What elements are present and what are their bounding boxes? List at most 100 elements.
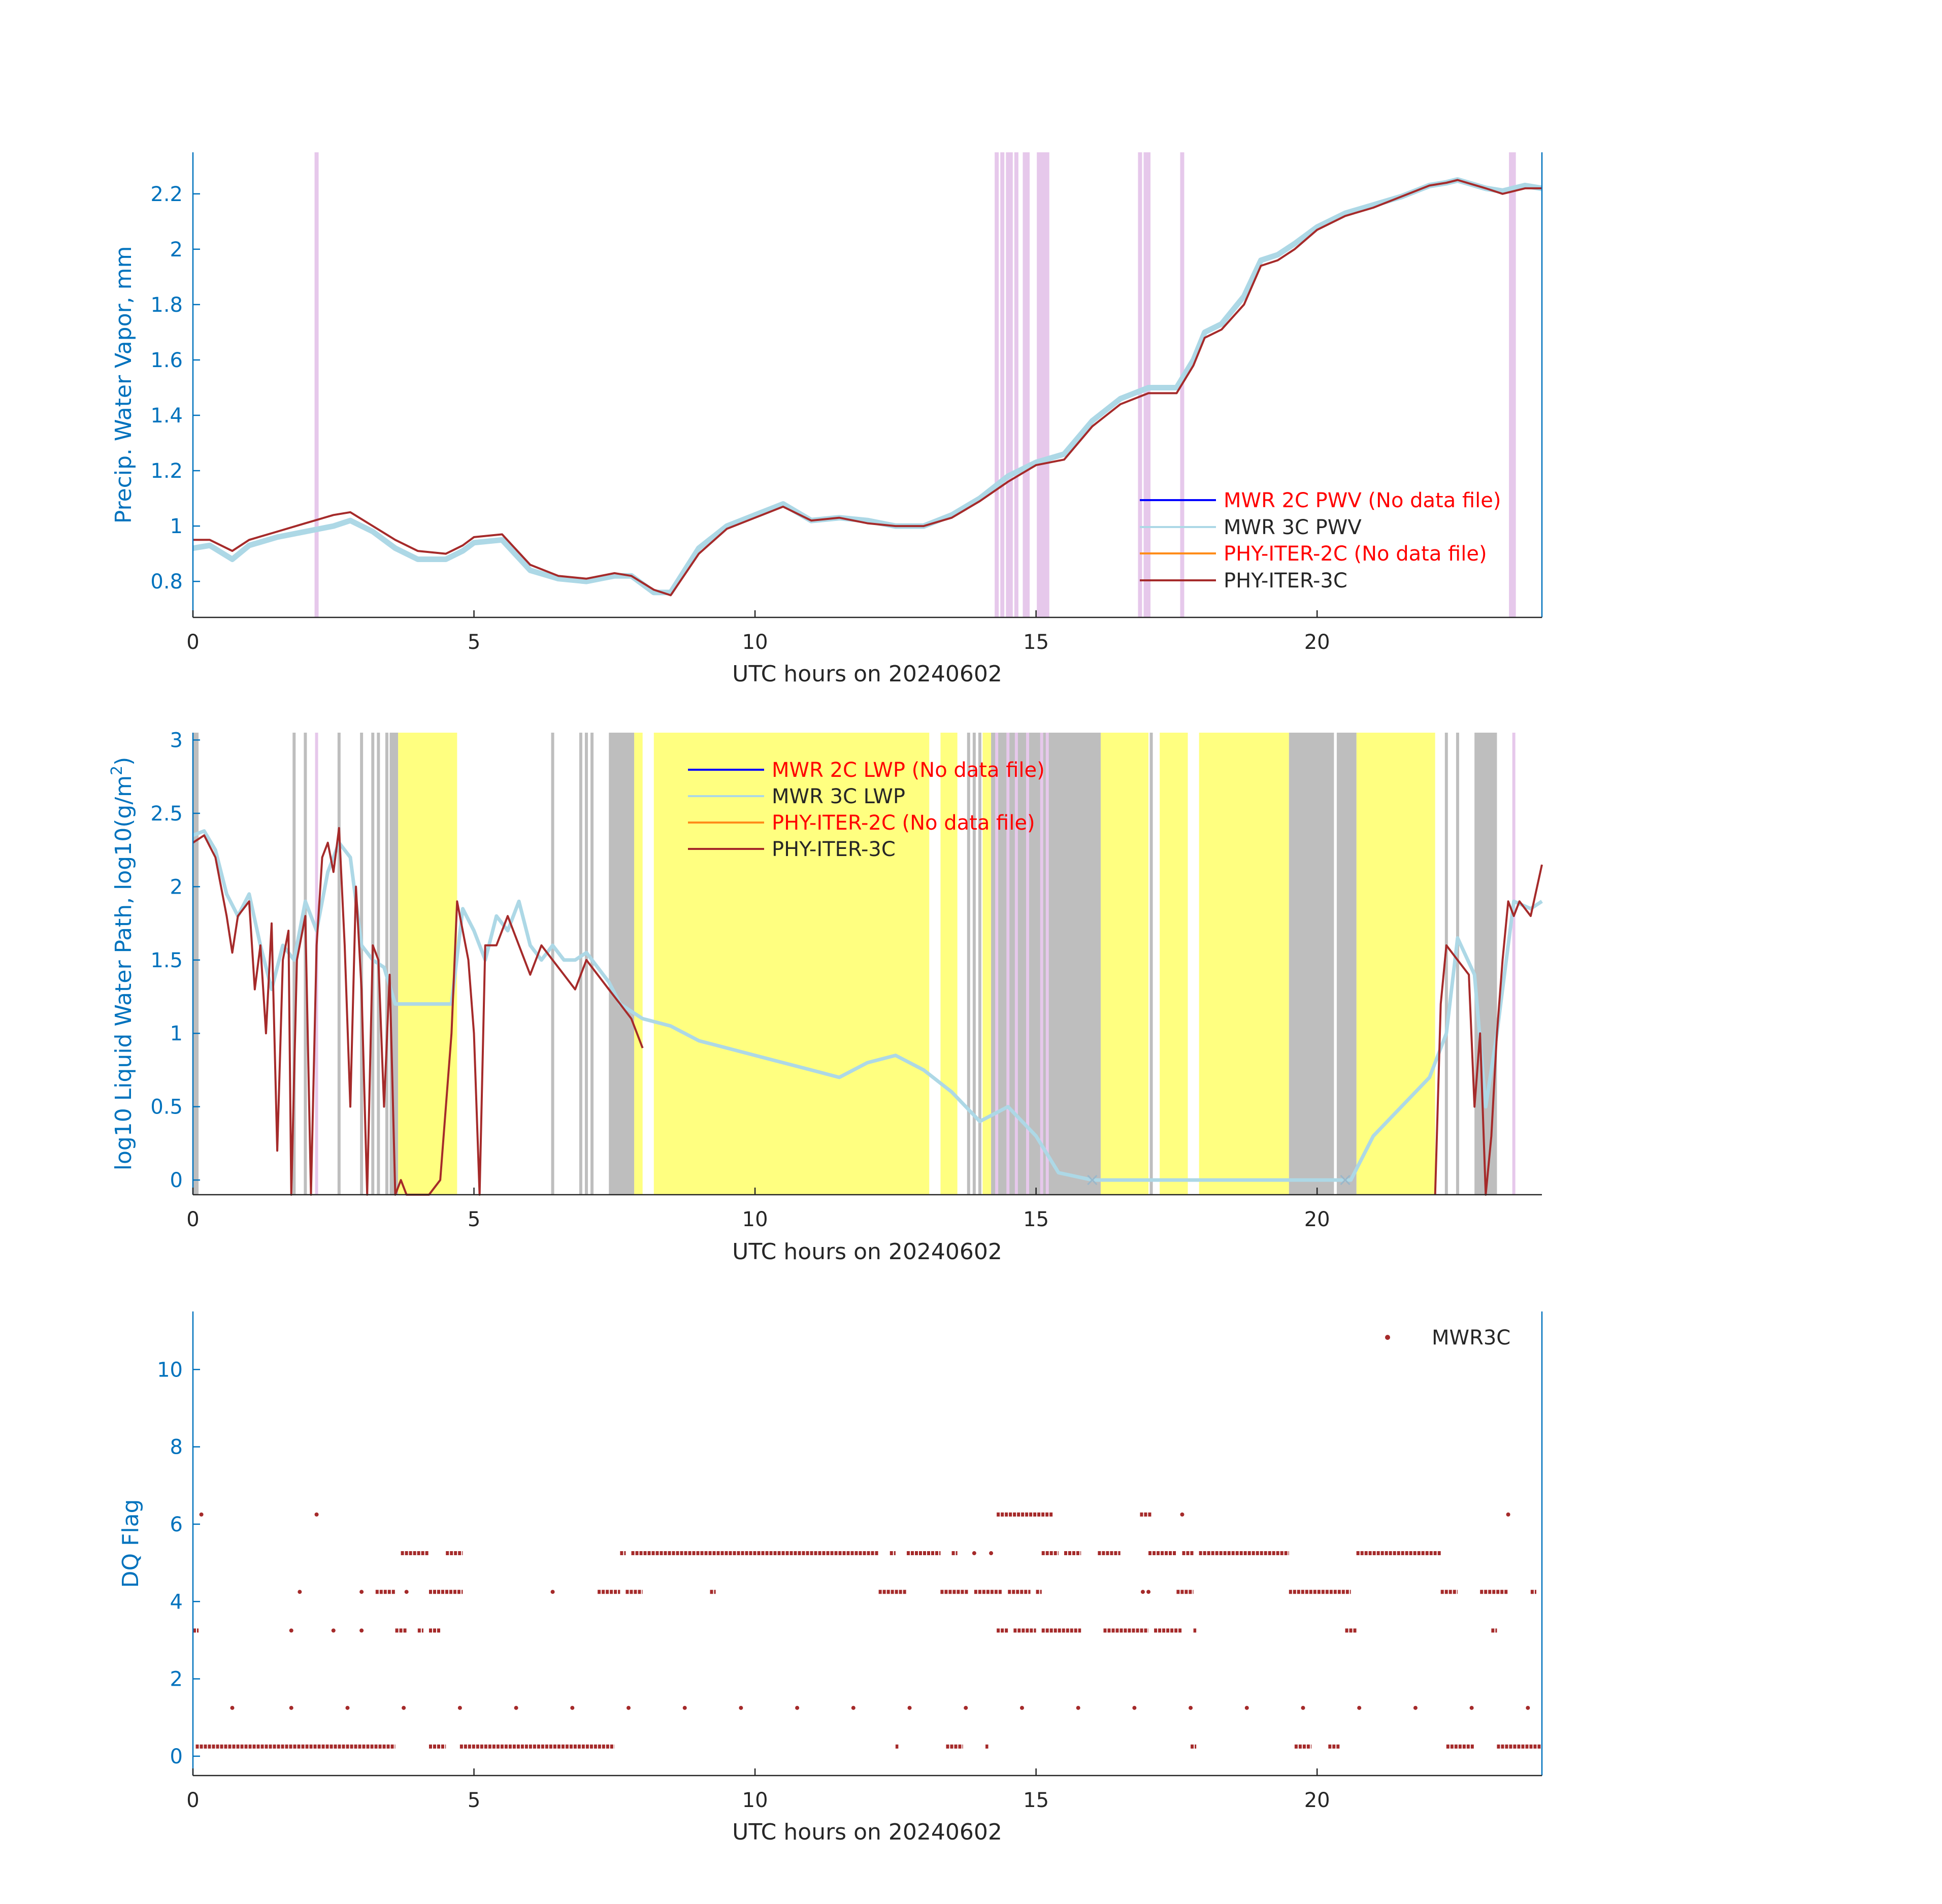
pwv-y-tick-label: 2 xyxy=(170,238,183,261)
pwv-x-tick-label: 5 xyxy=(468,631,480,654)
dq-points xyxy=(193,1512,1542,1749)
lwp-series-phy3c xyxy=(1434,864,1543,1196)
lwp-y-title-main: log10 Liquid Water Path, log10(g/m xyxy=(111,775,137,1170)
dq-point xyxy=(1189,1705,1193,1710)
dq-x-tick-label: 5 xyxy=(468,1789,480,1812)
pwv-x-axis-title: UTC hours on 20240602 xyxy=(732,661,1002,687)
pwv-flag-band xyxy=(1143,152,1148,617)
dq-point xyxy=(359,1590,364,1594)
lwp-gray-line xyxy=(978,733,981,1195)
pwv-legend: MWR 2C PWV (No data file) MWR 3C PWV PHY… xyxy=(1140,489,1501,593)
lwp-y-tick-label: 2 xyxy=(170,875,183,899)
lwp-x-marker xyxy=(1087,1175,1098,1186)
lwp-gray-band xyxy=(1289,733,1334,1195)
dq-point xyxy=(1413,1705,1418,1710)
dq-point xyxy=(550,1590,555,1594)
dq-y-tick-label: 2 xyxy=(170,1668,183,1691)
dq-panel: 0 5 10 15 20 0 2 4 6 8 10 UTC hours on 20240602 D… xyxy=(118,1311,1543,1845)
pwv-series-mwr3c xyxy=(192,177,1542,596)
pwv-x-tick-label: 15 xyxy=(1023,631,1049,654)
lwp-flag-bands xyxy=(193,733,1516,1195)
dq-y-tick-label: 6 xyxy=(170,1513,183,1536)
dq-point xyxy=(964,1705,968,1710)
lwp-magenta-line xyxy=(1045,733,1049,1195)
pwv-flag-band xyxy=(1509,152,1513,617)
dq-point xyxy=(359,1628,364,1633)
dq-point xyxy=(972,1551,976,1556)
lwp-magenta-line xyxy=(1040,733,1043,1195)
legend-label-phy2c-lwp: PHY-ITER-2C (No data file) xyxy=(772,811,1035,835)
dq-point xyxy=(1180,1512,1184,1517)
pwv-y-tick-label: 0.8 xyxy=(150,570,183,594)
dq-x-tick-label: 15 xyxy=(1023,1789,1049,1812)
lwp-x-tick-label: 10 xyxy=(742,1208,768,1231)
lwp-yellow-band xyxy=(398,733,457,1195)
pwv-series-phy3c xyxy=(193,179,1542,597)
dq-point xyxy=(298,1590,302,1594)
lwp-x-ticks: 0 5 10 15 20 xyxy=(186,1188,1330,1231)
lwp-gray-line xyxy=(1444,733,1448,1195)
pwv-panel: 0 5 10 15 20 0.8 1 1.2 1.4 1.6 1.8 2 2.2 UTC hours … xyxy=(111,152,1543,687)
pwv-flag-band xyxy=(1014,152,1018,617)
lwp-y-tick-label: 2.5 xyxy=(150,802,183,826)
legend-label-phy3c-pwv: PHY-ITER-3C xyxy=(1224,569,1347,593)
lwp-yellow-band xyxy=(940,733,958,1195)
dq-point xyxy=(739,1705,743,1710)
dq-x-tick-label: 0 xyxy=(186,1789,199,1812)
pwv-flag-band xyxy=(1026,152,1030,617)
lwp-gray-band xyxy=(609,733,635,1195)
dq-x-axis-title: UTC hours on 20240602 xyxy=(732,1819,1002,1845)
legend-label-mwr2c-pwv: MWR 2C PWV (No data file) xyxy=(1224,489,1501,512)
lwp-gray-line xyxy=(972,733,976,1195)
lwp-x-axis-title: UTC hours on 20240602 xyxy=(732,1239,1002,1265)
pwv-flag-band xyxy=(1138,152,1142,617)
dq-point xyxy=(230,1705,235,1710)
dq-point xyxy=(1132,1705,1137,1710)
dq-point xyxy=(682,1705,687,1710)
pwv-series xyxy=(192,177,1542,597)
lwp-magenta-line xyxy=(995,733,999,1195)
dq-point xyxy=(1146,1590,1151,1594)
lwp-x-tick-label: 20 xyxy=(1304,1208,1330,1231)
lwp-gray-line xyxy=(1149,733,1153,1195)
lwp-gray-line xyxy=(360,733,364,1195)
lwp-magenta-line xyxy=(1006,733,1010,1195)
legend-label-mwr2c-lwp: MWR 2C LWP (No data file) xyxy=(772,759,1045,782)
lwp-gray-line xyxy=(1315,733,1319,1195)
pwv-flag-band xyxy=(1511,152,1516,617)
pwv-y-tick-label: 1 xyxy=(170,515,183,538)
lwp-y-tick-label: 3 xyxy=(170,729,183,752)
dq-point xyxy=(331,1628,336,1633)
lwp-gray-line xyxy=(967,733,970,1195)
dq-point xyxy=(1140,1590,1145,1594)
lwp-yellow-band xyxy=(1100,733,1149,1195)
lwp-gray-band xyxy=(1336,733,1357,1195)
dq-point xyxy=(989,1551,994,1556)
lwp-y-title-sup: 2 xyxy=(108,766,126,775)
pwv-x-tick-label: 10 xyxy=(742,631,768,654)
dq-y-tick-label: 0 xyxy=(170,1745,183,1768)
lwp-yellow-band xyxy=(1160,733,1188,1195)
pwv-flag-band xyxy=(1045,152,1049,617)
lwp-magenta-line xyxy=(1014,733,1018,1195)
dq-point xyxy=(404,1590,409,1594)
dq-x-tick-label: 20 xyxy=(1304,1789,1330,1812)
lwp-gray-line xyxy=(551,733,554,1195)
pwv-y-tick-label: 1.6 xyxy=(150,349,183,372)
lwp-series-mwr3c xyxy=(192,829,1543,1182)
lwp-gray-line xyxy=(337,733,341,1195)
lwp-yellow-band xyxy=(653,733,930,1195)
lwp-yellow-band xyxy=(1199,733,1289,1195)
dq-point xyxy=(1506,1512,1510,1517)
legend-label-mwr3c-dq: MWR3C xyxy=(1432,1326,1510,1350)
lwp-x-tick-label: 0 xyxy=(186,1208,199,1231)
dq-point xyxy=(289,1705,293,1710)
dq-point xyxy=(457,1705,462,1710)
lwp-gray-line xyxy=(385,733,388,1195)
dq-x-ticks: 0 5 10 15 20 xyxy=(186,1768,1330,1812)
pwv-x-ticks: 0 5 10 15 20 xyxy=(186,610,1330,654)
lwp-y-axis-title: log10 Liquid Water Path, log10(g/m2) xyxy=(108,757,137,1171)
lwp-gray-line xyxy=(292,733,296,1195)
pwv-y-tick-label: 1.2 xyxy=(150,459,183,483)
